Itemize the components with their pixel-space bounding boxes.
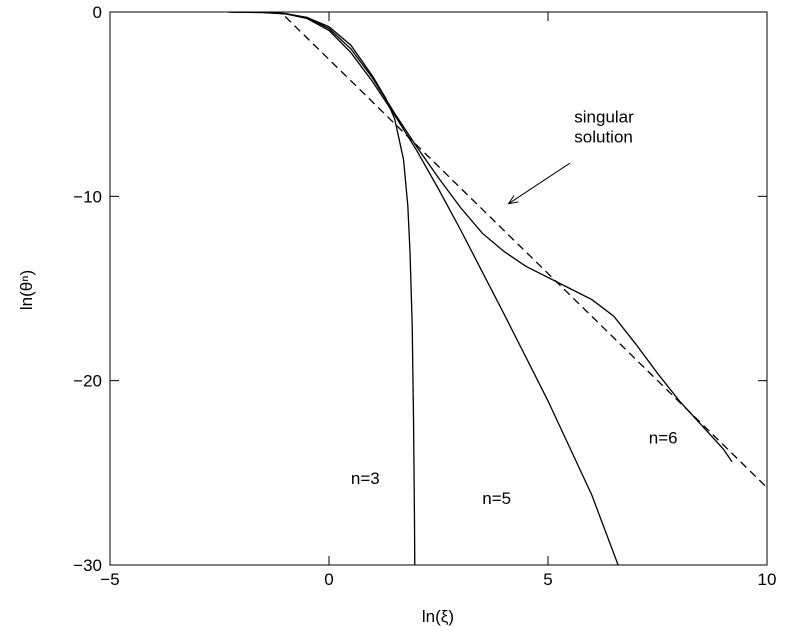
series-layer bbox=[228, 12, 767, 565]
annotation-line: singular bbox=[574, 108, 634, 127]
annotation-n-3: n=3 bbox=[351, 469, 380, 488]
y-tick-label: −10 bbox=[73, 187, 102, 206]
series-n-6 bbox=[228, 12, 733, 463]
x-tick-label: 10 bbox=[758, 570, 777, 589]
x-tick-label: −5 bbox=[100, 570, 119, 589]
annotation-n-5: n=5 bbox=[482, 489, 511, 508]
annotations-layer: singular solution n=3 n=5 n=6 bbox=[351, 108, 678, 509]
x-axis-title: ln(ξ) bbox=[422, 607, 454, 626]
y-tick-label: −20 bbox=[73, 372, 102, 391]
y-tick-label: 0 bbox=[93, 3, 102, 22]
annotation-line: solution bbox=[574, 128, 633, 147]
series-n-3 bbox=[228, 12, 416, 565]
annotation-arrow-shaft bbox=[508, 162, 571, 205]
ticks: −5 0 5 10 0 −10 −20 −30 bbox=[73, 3, 776, 589]
annotation-singular-solution: singular solution bbox=[574, 108, 634, 147]
annotation-arrow-head bbox=[507, 195, 519, 205]
y-tick-label: −30 bbox=[73, 556, 102, 575]
annotation-n-6: n=6 bbox=[649, 428, 678, 447]
series-n-5 bbox=[228, 12, 619, 565]
plot-area bbox=[109, 11, 768, 566]
y-axis-title: ln(θⁿ) bbox=[17, 270, 36, 310]
x-tick-label: 5 bbox=[543, 570, 552, 589]
series-singular-solution bbox=[284, 16, 767, 489]
x-tick-label: 0 bbox=[324, 570, 333, 589]
